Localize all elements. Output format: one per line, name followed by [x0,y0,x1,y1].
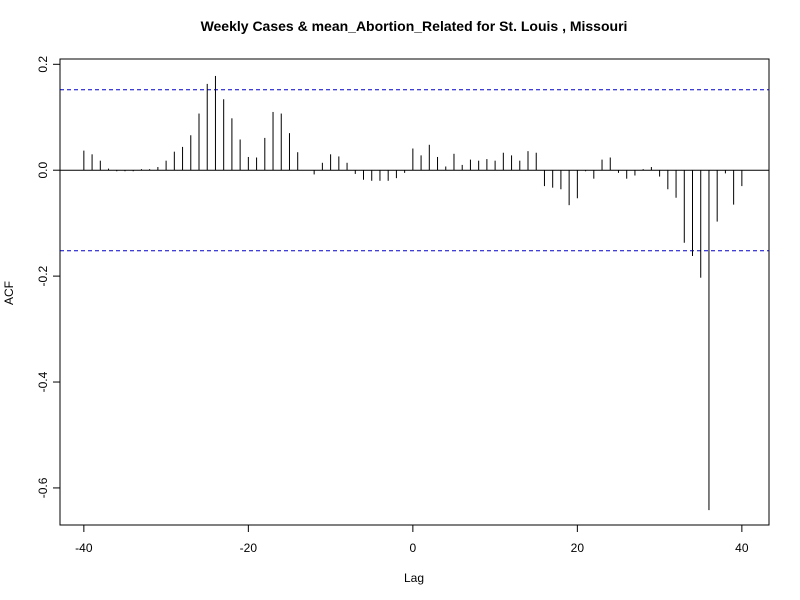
plot-frame [59,58,770,526]
x-tick-label: 40 [735,541,749,555]
confidence-bounds [60,89,769,252]
x-axis-label: Lag [404,571,424,585]
x-tick-label: 20 [571,541,585,555]
y-tick-label: 0.2 [36,56,50,73]
x-tick-label: -20 [240,541,258,555]
y-tick-label: -0.6 [36,477,50,498]
chart-title: Weekly Cases & mean_Abortion_Related for… [201,18,628,34]
y-axis: 0.2 0.0 -0.2 -0.4 -0.6 [36,56,61,498]
y-tick-label: -0.2 [36,265,50,286]
acf-bars [83,75,743,511]
y-axis-label: ACF [2,281,16,305]
x-tick-label: 0 [410,541,417,555]
x-axis: -40 -20 0 20 40 [75,524,749,555]
x-tick-label: -40 [75,541,93,555]
y-tick-label: 0.0 [36,162,50,179]
y-tick-label: -0.4 [36,371,50,392]
